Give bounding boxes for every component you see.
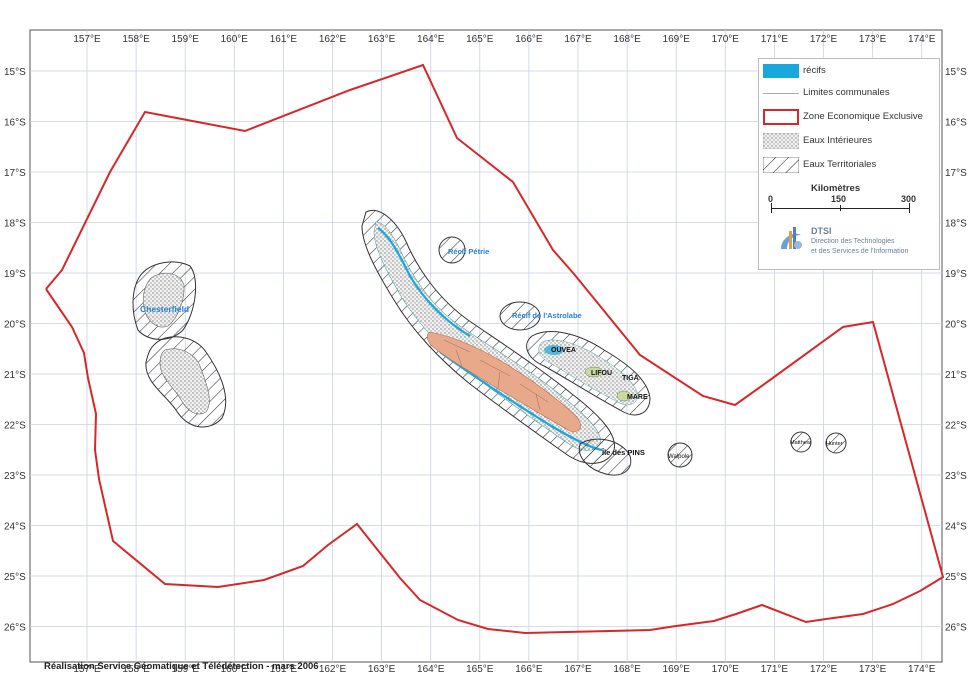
inner-waters-swatch	[763, 133, 799, 149]
lat-label-right: 15°S	[945, 67, 967, 78]
lon-label-top: 161°E	[270, 34, 298, 45]
lon-label-bottom: 168°E	[613, 664, 641, 675]
legend-row-inner-waters: Eaux Intérieures	[759, 131, 939, 151]
legend-row-reefs: récifs	[759, 61, 939, 81]
label-chesterfield: Chesterfield	[140, 304, 189, 314]
credit-text: Réalisation Service Géomatique et Télédé…	[44, 661, 319, 672]
lat-label-right: 20°S	[945, 320, 967, 331]
lon-label-top: 163°E	[368, 34, 396, 45]
lat-label-right: 17°S	[945, 168, 967, 179]
lat-label-right: 25°S	[945, 572, 967, 583]
lon-label-top: 169°E	[663, 34, 691, 45]
label-mare: MARE	[627, 394, 648, 401]
lat-label-left: 20°S	[4, 320, 26, 331]
lat-label-right: 22°S	[945, 421, 967, 432]
commune-line-swatch	[763, 85, 799, 101]
lon-label-top: 172°E	[810, 34, 838, 45]
lon-label-top: 174°E	[908, 34, 936, 45]
lat-label-left: 18°S	[4, 219, 26, 230]
lat-label-right: 23°S	[945, 471, 967, 482]
lat-label-right: 26°S	[945, 623, 967, 634]
lat-label-right: 16°S	[945, 118, 967, 129]
label-hunter: Hunter	[826, 441, 843, 447]
lat-label-right: 18°S	[945, 219, 967, 230]
latitude-labels-left: 15°S 16°S 17°S 18°S 19°S 20°S 21°S 22°S 23°S 24°S…	[4, 67, 26, 634]
legend-label-zee: Zone Economique Exclusive	[803, 111, 923, 122]
lon-label-top: 158°E	[122, 34, 150, 45]
lon-label-top: 173°E	[859, 34, 887, 45]
lon-label-bottom: 174°E	[908, 664, 936, 675]
scale-bar: 0 150 300	[767, 196, 927, 216]
lon-label-top: 157°E	[73, 34, 101, 45]
lat-label-left: 24°S	[4, 522, 26, 533]
lat-label-left: 15°S	[4, 67, 26, 78]
lat-label-left: 19°S	[4, 269, 26, 280]
label-recif-astrolabe: Récif de l'Astrolabe	[512, 311, 582, 320]
dtsi-logo-line2: et des Services de l'Information	[811, 248, 908, 255]
label-ile-des-pins: Île des PINS	[601, 448, 645, 457]
lon-label-bottom: 162°E	[319, 664, 347, 675]
label-recif-petrie: Récif Pétrie	[448, 247, 489, 256]
lon-label-bottom: 167°E	[564, 664, 592, 675]
lon-label-bottom: 165°E	[466, 664, 494, 675]
dtsi-logo-acronym: DTSI	[811, 226, 832, 236]
lon-label-top: 171°E	[761, 34, 789, 45]
territorial-waters-swatch	[763, 157, 799, 173]
lon-label-top: 166°E	[515, 34, 543, 45]
lon-label-top: 170°E	[712, 34, 740, 45]
lat-label-left: 16°S	[4, 118, 26, 129]
lat-label-left: 21°S	[4, 370, 26, 381]
legend-label-communes: Limites communales	[803, 87, 890, 98]
lat-label-left: 23°S	[4, 471, 26, 482]
legend-label-inner-waters: Eaux Intérieures	[803, 135, 872, 146]
lat-label-right: 21°S	[945, 370, 967, 381]
legend-row-communes: Limites communales	[759, 83, 939, 103]
scale-tick-150: 150	[831, 194, 846, 204]
zee-swatch	[763, 109, 799, 125]
lon-label-top: 160°E	[221, 34, 249, 45]
lon-label-top: 162°E	[319, 34, 347, 45]
lon-label-bottom: 163°E	[368, 664, 396, 675]
label-lifou: LIFOU	[591, 370, 612, 377]
lon-label-bottom: 171°E	[761, 664, 789, 675]
label-ouvea: OUVEA	[551, 347, 576, 354]
lat-label-left: 25°S	[4, 572, 26, 583]
scale-tick-300: 300	[901, 194, 916, 204]
lat-label-left: 22°S	[4, 421, 26, 432]
lon-label-bottom: 164°E	[417, 664, 445, 675]
legend-label-territorial-waters: Eaux Territoriales	[803, 159, 876, 170]
dtsi-logo-line1: Direction des Technologies	[811, 238, 895, 245]
lon-label-bottom: 166°E	[515, 664, 543, 675]
legend-row-zee: Zone Economique Exclusive	[759, 107, 939, 127]
lon-label-top: 165°E	[466, 34, 494, 45]
lon-label-bottom: 172°E	[810, 664, 838, 675]
lat-label-left: 26°S	[4, 623, 26, 634]
label-walpole: Walpole	[668, 454, 690, 460]
legend-label-reefs: récifs	[803, 65, 826, 76]
lat-label-right: 24°S	[945, 522, 967, 533]
lon-label-bottom: 173°E	[859, 664, 887, 675]
lon-label-top: 159°E	[172, 34, 200, 45]
latitude-labels-right: 15°S 16°S 17°S 18°S 19°S 20°S 21°S 22°S 23°S 24°S…	[945, 67, 967, 634]
lon-label-bottom: 170°E	[712, 664, 740, 675]
legend-row-territorial-waters: Eaux Territoriales	[759, 155, 939, 175]
lat-label-left: 17°S	[4, 168, 26, 179]
label-tiga: TIGA	[622, 375, 639, 382]
lat-label-right: 19°S	[945, 269, 967, 280]
dtsi-logo-icon	[777, 223, 805, 259]
lon-label-top: 164°E	[417, 34, 445, 45]
scale-bar-title: Kilomètres	[811, 183, 860, 194]
lon-label-top: 167°E	[564, 34, 592, 45]
lon-label-bottom: 169°E	[663, 664, 691, 675]
label-matthew: Matthew	[790, 440, 811, 446]
reef-swatch	[763, 64, 799, 78]
scale-tick-0: 0	[768, 194, 773, 204]
lon-label-top: 168°E	[613, 34, 641, 45]
legend: récifs Limites communales Zone Economiqu…	[758, 58, 940, 270]
